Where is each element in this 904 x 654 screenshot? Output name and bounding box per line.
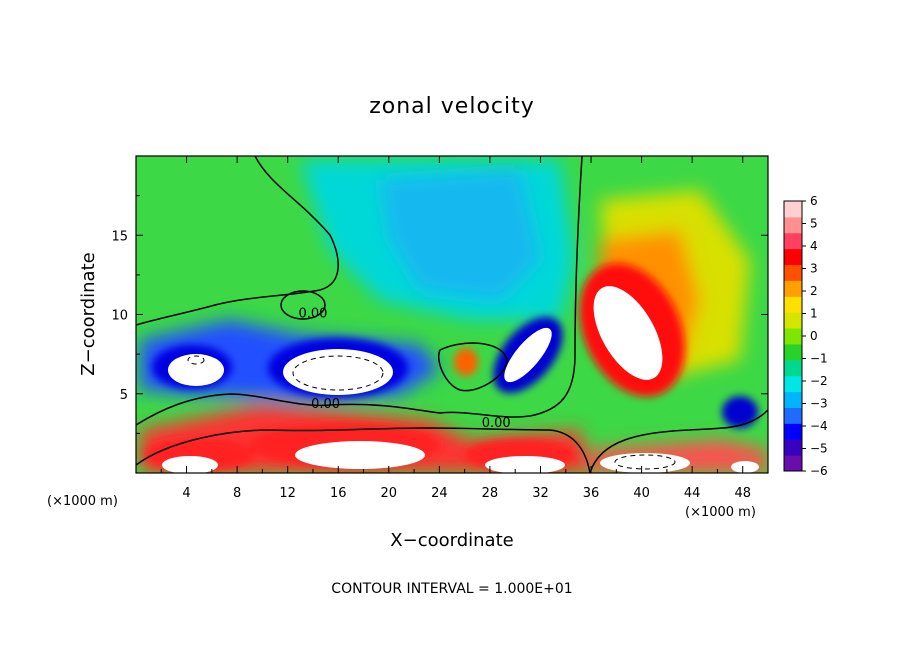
colorbar-tick-label: 3: [810, 262, 818, 276]
x-axis-ticks: 4 8 12 16 20 24 28 32 36 40 44 48: [160, 156, 751, 501]
white-core-lower-1: [162, 456, 218, 473]
colorbar-segment: [784, 375, 802, 393]
contour-zero-center-loop: [438, 342, 508, 392]
contour-zero-lower: [136, 427, 591, 473]
colorbar-tick-label: −3: [810, 397, 828, 411]
colorbar-segment: [784, 248, 802, 266]
white-core-lower-4: [600, 453, 690, 473]
contour-dashed-center: [292, 355, 384, 391]
white-core-center: [283, 349, 393, 395]
colorbar-tick-label: 1: [810, 307, 818, 321]
x-tick-label: 48: [734, 486, 751, 501]
chart-title: zonal velocity: [369, 94, 535, 119]
y-axis-ticks: 5 10 15: [111, 195, 768, 434]
contour-zero-upper: [136, 156, 339, 326]
white-core-left: [168, 354, 224, 386]
colorbar-tick-label: 5: [810, 217, 818, 231]
x-unit-right: (×1000 m): [685, 505, 756, 520]
colorbar-tick-label: −1: [810, 352, 828, 366]
colorbar-segment: [784, 232, 802, 250]
colorbar-ticks: 6 5 4 3 2 1 0 −1 −2 −3 −4 −5 −6: [802, 194, 828, 478]
colorbar-segment: [784, 439, 802, 456]
x-tick-label: 36: [583, 486, 600, 501]
x-tick-label: 28: [482, 486, 499, 501]
contour-zero-right: [589, 409, 768, 473]
colorbar-tick-label: −2: [810, 374, 828, 388]
contour-zero-mid: [136, 156, 583, 426]
contour-labels: 0.00 0.00 0.00: [298, 307, 511, 431]
colorbar-tick-label: −5: [810, 442, 828, 456]
colorbar-tick-label: −6: [810, 464, 828, 478]
contour-zero-small-blob: [280, 290, 326, 320]
colorbar-segment: [784, 455, 802, 472]
white-core-lower-3: [485, 456, 565, 473]
colorbar-segment: [784, 359, 802, 377]
y-tick-label: 15: [111, 229, 128, 244]
colorbar-segment: [784, 264, 802, 281]
field-white-cores: [162, 286, 759, 473]
x-tick-label: 20: [381, 486, 398, 501]
y-tick-label: 10: [111, 309, 128, 324]
white-core-diagonal: [504, 327, 552, 383]
contour-dashed-right-lower: [614, 454, 676, 470]
colorbar-tick-label: 6: [810, 194, 818, 208]
core-orange-spot: [454, 348, 478, 376]
x-tick-label: 4: [182, 486, 190, 501]
x-tick-label: 32: [532, 486, 549, 501]
y-tick-label: 5: [120, 388, 128, 403]
white-core-lower-5: [731, 461, 759, 473]
white-core-right: [593, 286, 663, 380]
contour-label: 0.00: [298, 307, 327, 322]
x-tick-label: 16: [330, 486, 347, 501]
contour-label: 0.00: [311, 397, 340, 412]
colorbar-tick-label: 2: [810, 284, 818, 298]
x-tick-label: 44: [684, 486, 701, 501]
x-tick-label: 24: [431, 486, 448, 501]
region-negative-lightblue: [380, 170, 540, 300]
core-right-small-blue: [722, 396, 758, 428]
colorbar-tick-label: 4: [810, 239, 818, 253]
x-axis-label: X−coordinate: [390, 530, 513, 551]
dashed-contours: [187, 355, 676, 470]
zero-contours: [136, 156, 768, 473]
colorbar: [783, 200, 803, 472]
colorbar-segment: [784, 201, 802, 218]
colorbar-segment: [784, 328, 802, 345]
colorbar-tick-label: 0: [810, 329, 818, 343]
colorbar-segment: [784, 216, 802, 234]
colorbar-segment: [784, 280, 802, 297]
colorbar-segment: [784, 407, 802, 424]
white-core-lower-2: [295, 441, 425, 469]
colorbar-segment: [784, 312, 802, 329]
x-tick-label: 8: [233, 486, 241, 501]
colorbar-segment: [784, 391, 802, 408]
colorbar-segment: [784, 423, 802, 440]
contour-interval-note: CONTOUR INTERVAL = 1.000E+01: [331, 581, 572, 597]
plot-area: [136, 156, 768, 473]
colorbar-segment: [784, 343, 802, 361]
x-tick-label: 40: [633, 486, 650, 501]
x-unit-left: (×1000 m): [47, 494, 118, 509]
x-tick-label: 12: [279, 486, 296, 501]
y-axis-label: Z−coordinate: [78, 252, 99, 375]
colorbar-tick-label: −4: [810, 419, 828, 433]
contour-dashed-left: [187, 355, 205, 365]
colorbar-segment: [784, 296, 802, 313]
contour-label: 0.00: [482, 416, 511, 431]
